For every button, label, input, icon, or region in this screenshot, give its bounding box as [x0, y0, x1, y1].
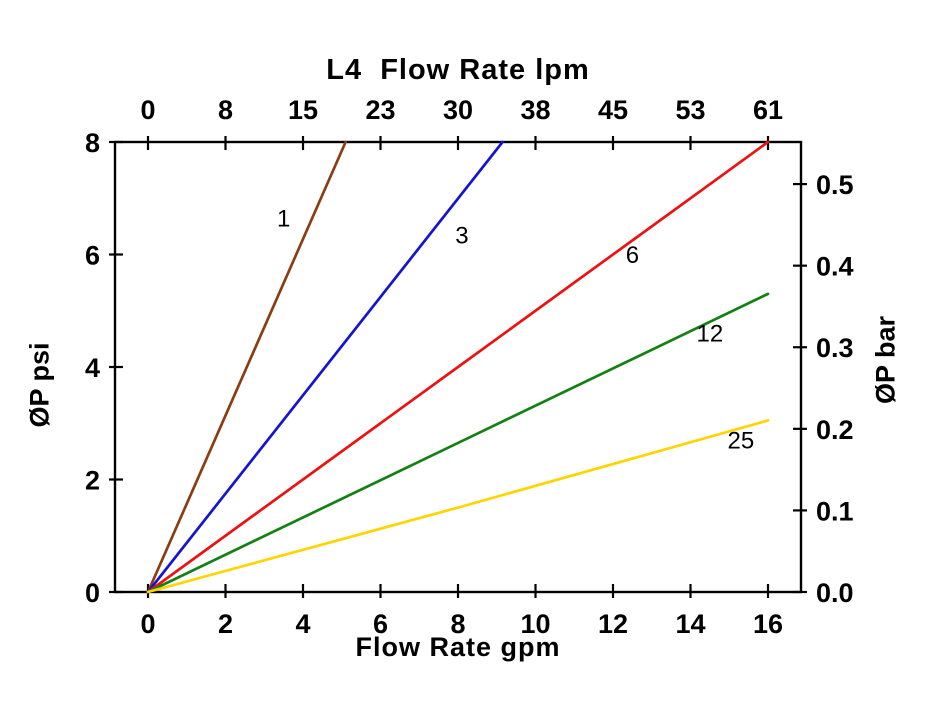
- series-line-1: [146, 140, 347, 594]
- y-axis-right-tick-label: 0.3: [816, 333, 854, 363]
- y-axis-left-tick-label: 6: [85, 241, 100, 271]
- series-label-3: 3: [455, 222, 468, 249]
- y-axis-left-tick-label: 8: [85, 128, 100, 158]
- y-axis-right-tick-label: 0.4: [816, 252, 854, 282]
- x-axis-bottom-tick-label: 4: [295, 609, 310, 639]
- x-axis-top-tick-label: 45: [598, 95, 628, 125]
- x-axis-bottom-tick-label: 12: [598, 609, 628, 639]
- y-axis-right-tick-label: 0.2: [816, 415, 854, 445]
- x-axis-bottom-tick-label: 6: [373, 609, 388, 639]
- x-axis-top-tick-label: 30: [443, 95, 473, 125]
- x-axis-top-tick-label: 61: [753, 95, 783, 125]
- x-axis-bottom-tick-label: 0: [140, 609, 155, 639]
- x-axis-title: Flow Rate gpm: [355, 632, 561, 662]
- series-label-12: 12: [697, 321, 724, 348]
- y-axis-left-tick-label: 4: [85, 353, 100, 383]
- series-line-6: [146, 140, 770, 594]
- series-label-25: 25: [728, 428, 755, 455]
- x-axis-top-tick-label: 53: [675, 95, 705, 125]
- chart-title: L4 Flow Rate lpm: [326, 54, 590, 86]
- series-label-1: 1: [277, 205, 290, 232]
- x-axis-bottom-tick-label: 10: [520, 609, 550, 639]
- x-axis-bottom-tick-label: 14: [675, 609, 705, 639]
- y-axis-right-tick-label: 0.1: [816, 496, 854, 526]
- series-line-3: [146, 140, 504, 594]
- y-axis-right-tick-label: 0.0: [816, 578, 854, 608]
- x-axis-bottom-tick-label: 8: [450, 609, 465, 639]
- x-axis-top-tick-label: 8: [218, 95, 233, 125]
- y-axis-left-tick-label: 2: [85, 466, 100, 496]
- x-axis-bottom-tick-label: 16: [753, 609, 783, 639]
- x-axis-top-tick-label: 23: [365, 95, 395, 125]
- series-line-12: [146, 292, 770, 594]
- x-axis-top-tick-label: 15: [288, 95, 318, 125]
- y-axis-left-tick-label: 0: [85, 578, 100, 608]
- series-label-6: 6: [626, 242, 639, 269]
- x-axis-bottom-tick-label: 2: [218, 609, 233, 639]
- x-axis-top-tick-label: 38: [520, 95, 550, 125]
- series-line-25: [146, 419, 770, 594]
- y-axis-right-tick-label: 0.5: [816, 170, 854, 200]
- x-axis-top-tick-label: 0: [140, 95, 155, 125]
